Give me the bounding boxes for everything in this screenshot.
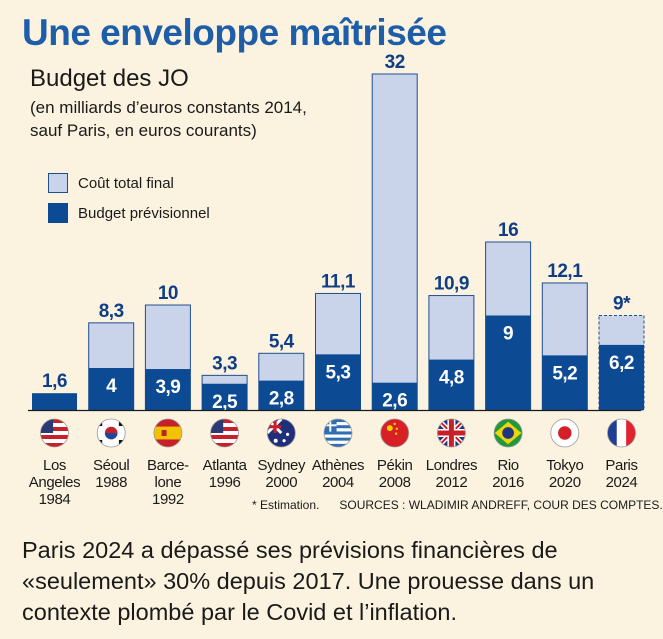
china-flag-icon (380, 419, 409, 447)
footnote-estimation: * Estimation. (252, 498, 320, 512)
tick-label: Angeles (29, 474, 80, 491)
tick-label: Londres (426, 457, 477, 474)
tick-label: Athènes (312, 457, 364, 474)
tick-label: 2004 (322, 474, 354, 491)
flag-outline (96, 418, 126, 448)
legend-item-budget: Budget prévisionnel (48, 202, 210, 224)
data-label-budget: 4 (106, 376, 117, 397)
bar-budget (428, 359, 474, 410)
bar-budget (32, 393, 77, 410)
data-label-final-cost: 32 (385, 52, 405, 73)
caption: Paris 2024 a dépassé ses prévisions fina… (22, 537, 595, 625)
tick-label: Sydney (257, 457, 306, 474)
flag-outline (493, 418, 523, 448)
flag-outline (153, 418, 183, 448)
uk-flag-icon (437, 419, 466, 447)
bar-budget (315, 354, 361, 410)
tick-label: Atlanta (203, 457, 248, 474)
japan-flag-icon (550, 419, 579, 447)
tick-label: 1992 (152, 491, 184, 508)
data-label-budget: 5,2 (552, 363, 577, 384)
data-label-final-cost: 16 (498, 220, 518, 241)
australia-flag-icon (267, 419, 296, 447)
data-label-final-cost: 10,9 (434, 274, 469, 295)
tick-label: Paris (605, 457, 637, 474)
data-label-budget: 2,8 (269, 389, 294, 410)
footnote-sources: SOURCES : WLADIMIR ANDREFF, COUR DES COM… (339, 498, 663, 512)
bar-budget (599, 344, 644, 410)
data-label-budget: 6,2 (609, 353, 634, 374)
flag-outline (436, 418, 466, 448)
legend-item-final-cost: Coût total final (48, 172, 174, 194)
legend-label-budget: Budget prévisionnel (78, 204, 210, 222)
data-label-final-cost: 12,1 (547, 261, 583, 282)
bar-budget (88, 368, 134, 410)
data-label-final-cost: 1,6 (42, 371, 67, 392)
data-label-final-cost: 5,4 (269, 331, 295, 352)
tick-label: 1996 (209, 474, 241, 491)
data-label-budget: 2,5 (212, 392, 238, 413)
data-label-final-cost: 9* (613, 294, 631, 315)
tick-label: 1984 (39, 491, 71, 508)
unit-note-line-2: sauf Paris, en euros courants) (30, 121, 257, 140)
bar-budget (372, 382, 418, 410)
bar-budget (542, 355, 588, 410)
flag-outline (323, 418, 353, 448)
tick-label: 1988 (95, 474, 127, 491)
bar-budget (202, 383, 248, 410)
tick-label: 2012 (436, 474, 468, 491)
legend-label-final-cost: Coût total final (78, 174, 174, 192)
tick-label: lone (155, 474, 182, 491)
bar-budget (258, 380, 304, 410)
data-label-final-cost: 10 (158, 283, 178, 304)
tick-label: 2024 (606, 474, 638, 491)
flag-outline (210, 418, 240, 448)
brazil-flag-icon (494, 419, 523, 447)
data-label-budget: 2,6 (382, 391, 407, 412)
france-flag-icon (607, 419, 636, 447)
tick-label: 2016 (492, 474, 524, 491)
flag-outline (607, 418, 636, 448)
tick-label: Séoul (93, 457, 129, 474)
bar-budget (485, 315, 531, 410)
data-label-final-cost: 3,3 (212, 353, 237, 374)
chart-subtitle: Budget des JO (30, 65, 189, 92)
legend-swatch-budget (48, 203, 68, 223)
tick-label: 2008 (379, 474, 411, 491)
unit-note-line-1: (en milliards d’euros constants 2014, (30, 98, 307, 117)
data-label-budget: 4,8 (439, 368, 464, 389)
tick-label: Tokyo (546, 457, 583, 474)
data-label-final-cost: 11,1 (321, 271, 356, 292)
tick-label: Rio (497, 457, 518, 474)
spain-flag-icon (153, 419, 182, 447)
flag-outline (550, 418, 580, 448)
chart-unit-note: (en milliards d’euros constants 2014, sa… (30, 96, 360, 142)
flag-outline (266, 418, 296, 448)
tick-label: 2020 (549, 474, 581, 491)
tick-label: Pékin (377, 457, 413, 474)
tick-label: Los (43, 457, 66, 474)
data-label-budget: 3,9 (155, 377, 180, 398)
legend-swatch-final-cost (48, 173, 68, 193)
headline: Une enveloppe maîtrisée (22, 12, 447, 53)
flag-outline (380, 418, 410, 448)
flag-outline (40, 418, 69, 448)
data-label-budget: 9 (503, 324, 513, 345)
bar-budget (145, 369, 191, 410)
footnote: * Estimation. SOURCES : WLADIMIR ANDREFF… (252, 498, 663, 512)
data-label-final-cost: 8,3 (99, 301, 124, 322)
tick-label: Barce- (147, 457, 189, 474)
bar-final-cost (371, 73, 418, 411)
south-korea-flag-icon (97, 419, 126, 447)
data-label-budget: 5,3 (326, 362, 351, 383)
us-flag-icon (210, 419, 239, 447)
tick-label: 2000 (265, 474, 297, 491)
